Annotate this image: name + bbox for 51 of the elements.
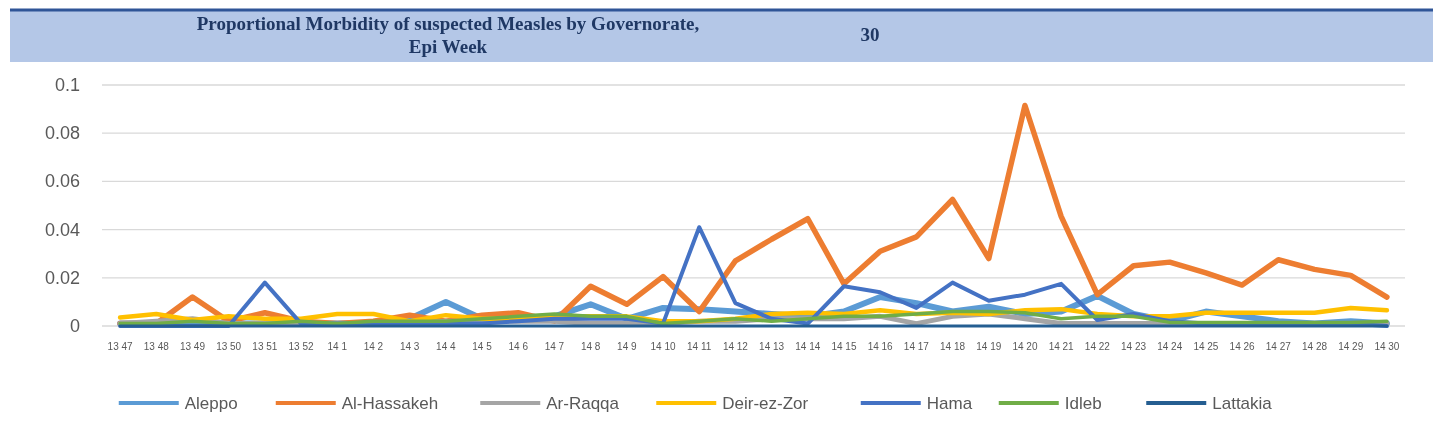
x-tick-label: 13 50 (216, 341, 242, 352)
y-tick-label: 0 (69, 316, 80, 336)
x-tick-label: 14 23 (1121, 341, 1147, 352)
x-tick-label: 14 18 (940, 341, 966, 352)
y-tick-label: 0.08 (44, 123, 80, 144)
x-tick-label: 14 2 (363, 341, 384, 352)
x-tick-label: 13 52 (288, 341, 315, 352)
x-tick-label: 14 29 (1338, 341, 1364, 352)
y-tick-label: 0.1 (54, 75, 80, 95)
x-tick-label: 14 30 (1374, 341, 1400, 352)
x-tick-label: 14 12 (722, 341, 749, 352)
legend-label: Deir-ez-Zor (722, 394, 809, 413)
x-tick-label: 14 14 (795, 341, 821, 352)
legend-label: Ar-Raqqa (546, 394, 620, 413)
x-tick-label: 14 21 (1048, 341, 1075, 352)
legend-label: Hama (926, 394, 973, 413)
x-tick-label: 13 49 (179, 341, 206, 352)
y-tick-label: 0.06 (44, 171, 80, 192)
x-tick-label: 13 48 (143, 341, 170, 352)
x-tick-label: 14 5 (472, 341, 493, 352)
legend-label: Lattakia (1212, 394, 1273, 413)
x-tick-label: 14 15 (831, 341, 857, 352)
x-tick-label: 14 1 (327, 341, 348, 352)
x-tick-label: 14 28 (1302, 341, 1328, 352)
x-tick-label: 14 27 (1265, 341, 1292, 352)
x-tick-label: 14 10 (650, 341, 676, 352)
x-tick-label: 14 26 (1229, 341, 1256, 352)
legend-label: Al-Hassakeh (341, 394, 439, 413)
y-tick-label: 0.04 (44, 219, 80, 240)
chart-title: Proportional Morbidity of suspected Measles by Governorate, Epi Week (196, 13, 700, 57)
x-tick-label: 13 47 (107, 341, 134, 352)
legend-label: Idleb (1064, 394, 1102, 413)
x-tick-label: 14 8 (580, 341, 601, 352)
x-tick-label: 14 20 (1012, 341, 1038, 352)
x-tick-label: 14 3 (399, 341, 420, 352)
x-tick-label: 14 16 (867, 341, 894, 352)
x-tick-label: 14 19 (976, 341, 1002, 352)
x-tick-label: 14 9 (617, 341, 637, 352)
x-tick-label: 14 11 (687, 341, 712, 352)
x-tick-label: 14 22 (1084, 341, 1111, 352)
x-tick-label: 13 51 (252, 341, 278, 352)
x-tick-label: 14 4 (436, 341, 457, 352)
x-tick-label: 14 17 (903, 341, 930, 352)
chart-subtitle: 30 (860, 24, 880, 45)
x-tick-label: 14 13 (759, 341, 785, 352)
x-tick-label: 14 25 (1193, 341, 1219, 352)
y-tick-label: 0.02 (44, 267, 80, 288)
x-tick-label: 14 7 (544, 341, 565, 352)
x-tick-label: 14 6 (508, 341, 529, 352)
legend-label: Aleppo (184, 394, 238, 413)
x-tick-label: 14 24 (1157, 341, 1183, 352)
